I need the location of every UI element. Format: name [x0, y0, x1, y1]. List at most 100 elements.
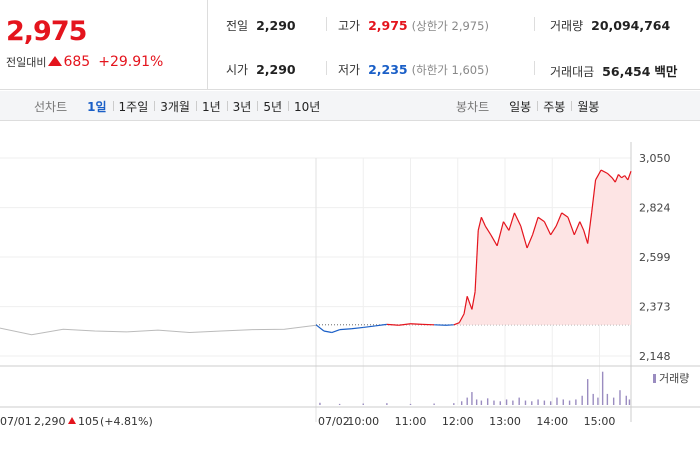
price-line-segment [614, 174, 619, 183]
volume-bar [592, 393, 594, 405]
y-tick-label: 2,373 [639, 301, 671, 314]
price-line-segment [537, 216, 545, 223]
change-line: 전일대비 685 +29.91% [6, 54, 163, 70]
stat-value: 20,094,764 [591, 18, 671, 33]
change-percent: +29.91% [98, 54, 164, 70]
volume-bar [597, 397, 599, 405]
price-line-segment [484, 225, 492, 236]
time-tick-label: 15:00 [584, 415, 616, 428]
stat-label: 거래량 [550, 19, 584, 33]
tab-3-years[interactable]: 3년 [226, 98, 258, 115]
price-line-segment [458, 313, 465, 323]
price-line-segment [624, 175, 629, 181]
price-line-segment [513, 212, 522, 227]
volume-bar [601, 371, 604, 405]
tab-1-week[interactable]: 1주일 [112, 98, 155, 115]
time-tick-label: 14:00 [536, 415, 568, 428]
tab-1-year[interactable]: 1년 [195, 98, 227, 115]
volume-bar [471, 392, 473, 405]
price-line-segment [386, 323, 399, 326]
stat-value: 2,290 [256, 62, 296, 77]
volume-bar [612, 397, 615, 405]
volume-bar [537, 399, 539, 405]
y-tick-label: 2,599 [639, 251, 671, 264]
stat-sub: (하한가 1,605) [411, 63, 489, 77]
price-line-segment [600, 169, 608, 174]
volume-bar [319, 402, 321, 405]
stat-amount: 거래대금 56,454 백만 [550, 61, 677, 80]
price-line-segment [520, 225, 528, 249]
tab-monthly[interactable]: 월봉 [571, 98, 605, 115]
time-tick-label: 12:00 [442, 415, 474, 428]
price-line-segment [374, 323, 387, 327]
volume-bar [505, 399, 508, 405]
intraday-chart: 3,050 2,824 2,599 2,373 2,148 거래량 07/01 2,290 10… [0, 122, 700, 450]
price-line-segment [466, 296, 473, 310]
stat-label: 고가 [338, 19, 361, 33]
change-value: 685 [63, 54, 91, 70]
volume-bar [466, 397, 468, 405]
divider [534, 61, 535, 75]
price-line-segment [591, 179, 597, 213]
volume-bar [625, 395, 627, 405]
prev-day-change-label: 105 [78, 415, 99, 428]
volume-bar [409, 403, 412, 405]
stat-label: 거래대금 [550, 65, 595, 79]
volume-bar [556, 397, 558, 405]
prev-day-pct-label: (+4.81%) [100, 415, 153, 428]
stats-panel: 전일 2,290 시가 2,290 고가 2,975 (상한가 2,975) 저가 2,2… [208, 0, 700, 90]
volume-bar [433, 403, 435, 405]
price-line-segment [550, 225, 557, 236]
price-line-segment [606, 172, 613, 179]
stat-prev-close: 전일 2,290 [226, 17, 296, 34]
price-line-segment [474, 230, 479, 292]
volume-bar [575, 399, 577, 405]
divider [326, 61, 327, 75]
price-line-segment [595, 169, 602, 181]
prev-day-line [0, 324, 317, 336]
line-chart-title: 선차트 [34, 99, 68, 114]
price-line-segment [363, 325, 376, 329]
divider [326, 17, 327, 31]
price-line-segment [502, 221, 510, 231]
volume-bar [562, 399, 564, 405]
price-fill-area [316, 170, 631, 325]
volume-bar [581, 395, 583, 405]
volume-bar [549, 401, 552, 405]
volume-bar [460, 401, 463, 405]
stat-unit: 백만 [654, 64, 678, 79]
price-line-segment [508, 212, 516, 231]
price-line-segment [627, 170, 632, 181]
tab-daily[interactable]: 일봉 [509, 99, 532, 114]
prev-day-date-label: 07/01 [0, 415, 32, 428]
time-tick-label: 10:00 [347, 415, 379, 428]
price-line-segment [611, 177, 616, 183]
candle-chart-tabs: 봉차트 일봉 주봉 월봉 [456, 91, 605, 121]
price-line-segment [331, 329, 340, 334]
divider [534, 17, 535, 31]
volume-bar [543, 400, 546, 405]
stat-volume: 거래량 20,094,764 [550, 17, 670, 34]
price-line-segment [410, 323, 423, 325]
volume-bar [524, 400, 527, 405]
candle-chart-title: 봉차트 [456, 99, 490, 114]
volume-bar [531, 401, 533, 405]
tab-3-months[interactable]: 3개월 [154, 98, 196, 115]
tab-10-years[interactable]: 10년 [288, 98, 326, 115]
stat-value: 2,975 [368, 18, 408, 33]
volume-bar [606, 393, 609, 405]
volume-bar [386, 403, 388, 405]
volume-bar [362, 403, 364, 405]
volume-legend-label: 거래량 [659, 372, 689, 385]
volume-bar [586, 379, 589, 405]
time-tick-label: 11:00 [395, 415, 427, 428]
change-label: 전일대비 [6, 56, 47, 69]
volume-bar [499, 401, 501, 405]
price-line-segment [543, 221, 552, 236]
tab-1-day[interactable]: 1일 [87, 99, 107, 114]
price-line-segment [471, 291, 476, 310]
time-tick-label: 13:00 [489, 415, 521, 428]
volume-legend-swatch [653, 374, 656, 383]
tab-weekly[interactable]: 주봉 [537, 98, 571, 115]
tab-5-years[interactable]: 5년 [257, 98, 288, 115]
